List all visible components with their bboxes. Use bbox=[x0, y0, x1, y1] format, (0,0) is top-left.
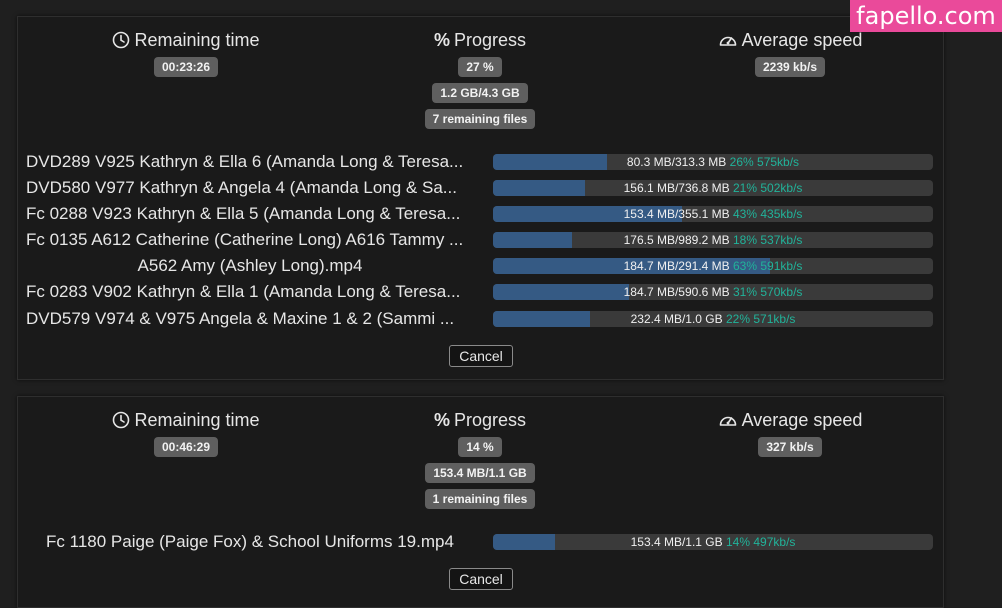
file-name: DVD580 V977 Kathryn & Angela 4 (Amanda L… bbox=[26, 178, 457, 197]
remaining-time-stat: Remaining time 00:46:29 bbox=[86, 409, 286, 457]
file-speed: 571kb/s bbox=[753, 312, 796, 326]
file-progress-bar: 156.1 MB/736.8 MB 21% 502kb/s bbox=[493, 180, 933, 196]
progress-stat: % Progress 27 % 1.2 GB/4.3 GB 7 remainin… bbox=[380, 29, 580, 129]
speedometer-icon bbox=[718, 31, 738, 49]
file-speed: 537kb/s bbox=[760, 233, 803, 247]
remaining-files: 1 remaining files bbox=[424, 489, 536, 509]
progress-label: Progress bbox=[453, 409, 527, 430]
remaining-time-stat: Remaining time 00:23:26 bbox=[86, 29, 286, 77]
file-row: Fc 0135 A612 Catherine (Catherine Long) … bbox=[18, 229, 943, 251]
file-name: Fc 0288 V923 Kathryn & Ella 5 (Amanda Lo… bbox=[26, 204, 461, 223]
progress-label: Progress bbox=[453, 29, 527, 50]
file-percent: 14% bbox=[726, 535, 751, 549]
file-row: A562 Amy (Ashley Long).mp4 184.7 MB/291.… bbox=[18, 255, 943, 277]
percent-icon: % bbox=[433, 29, 450, 50]
file-speed: 497kb/s bbox=[753, 535, 796, 549]
file-row: Fc 0283 V902 Kathryn & Ella 1 (Amanda Lo… bbox=[18, 281, 943, 303]
progress-percent: 14 % bbox=[458, 437, 502, 457]
clock-icon bbox=[112, 31, 130, 49]
file-progress-bar: 80.3 MB/313.3 MB 26% 575kb/s bbox=[493, 154, 933, 170]
file-row: Fc 1180 Paige (Paige Fox) & School Unifo… bbox=[18, 531, 943, 553]
file-name: Fc 1180 Paige (Paige Fox) & School Unifo… bbox=[46, 532, 454, 551]
file-progress-fill bbox=[493, 534, 555, 550]
file-progress-fill bbox=[493, 258, 771, 274]
file-size: 184.7 MB/291.4 MB bbox=[623, 259, 730, 273]
file-size: 232.4 MB/1.0 GB bbox=[630, 312, 723, 326]
file-progress-fill bbox=[493, 232, 573, 248]
cancel-button[interactable]: Cancel bbox=[449, 345, 513, 367]
percent-icon: % bbox=[433, 409, 450, 430]
average-speed-label: Average speed bbox=[741, 29, 863, 50]
progress-percent: 27 % bbox=[458, 57, 502, 77]
file-percent: 18% bbox=[733, 233, 758, 247]
file-progress-bar: 184.7 MB/291.4 MB 63% 591kb/s bbox=[493, 258, 933, 274]
remaining-time-label: Remaining time bbox=[134, 409, 260, 430]
file-size: 80.3 MB/313.3 MB bbox=[626, 155, 727, 169]
file-name: Fc 0283 V902 Kathryn & Ella 1 (Amanda Lo… bbox=[26, 282, 461, 301]
average-speed-stat: Average speed 2239 kb/s bbox=[690, 29, 890, 77]
file-progress-fill bbox=[493, 154, 608, 170]
file-name: DVD289 V925 Kathryn & Ella 6 (Amanda Lon… bbox=[26, 152, 464, 171]
file-size: 153.4 MB/1.1 GB bbox=[630, 535, 723, 549]
remaining-files: 7 remaining files bbox=[424, 109, 536, 129]
file-progress-fill bbox=[493, 206, 683, 222]
file-percent: 22% bbox=[726, 312, 751, 326]
file-size: 156.1 MB/736.8 MB bbox=[623, 181, 730, 195]
file-progress-fill bbox=[493, 284, 630, 300]
average-speed-label: Average speed bbox=[741, 409, 863, 430]
file-progress-bar: 153.4 MB/1.1 GB 14% 497kb/s bbox=[493, 534, 933, 550]
file-speed: 575kb/s bbox=[757, 155, 800, 169]
file-size: 184.7 MB/590.6 MB bbox=[623, 285, 730, 299]
file-speed: 570kb/s bbox=[760, 285, 803, 299]
download-panel-1: Remaining time 00:23:26 % Progress 27 % … bbox=[17, 16, 944, 380]
download-panel-2: Remaining time 00:46:29 % Progress 14 % … bbox=[17, 396, 944, 608]
file-percent: 21% bbox=[733, 181, 758, 195]
file-size: 176.5 MB/989.2 MB bbox=[623, 233, 730, 247]
file-name: A562 Amy (Ashley Long).mp4 bbox=[137, 256, 363, 275]
file-name: DVD579 V974 & V975 Angela & Maxine 1 & 2… bbox=[26, 309, 455, 328]
clock-icon bbox=[112, 411, 130, 429]
file-percent: 31% bbox=[733, 285, 758, 299]
file-speed: 591kb/s bbox=[760, 259, 803, 273]
average-speed-value: 327 kb/s bbox=[758, 437, 822, 457]
remaining-time-value: 00:23:26 bbox=[153, 57, 219, 77]
file-row: DVD579 V974 & V975 Angela & Maxine 1 & 2… bbox=[18, 308, 943, 330]
remaining-time-value: 00:46:29 bbox=[153, 437, 219, 457]
file-row: DVD289 V925 Kathryn & Ella 6 (Amanda Lon… bbox=[18, 151, 943, 173]
file-name: Fc 0135 A612 Catherine (Catherine Long) … bbox=[26, 230, 464, 249]
file-progress-bar: 184.7 MB/590.6 MB 31% 570kb/s bbox=[493, 284, 933, 300]
file-progress-bar: 232.4 MB/1.0 GB 22% 571kb/s bbox=[493, 311, 933, 327]
file-progress-bar: 176.5 MB/989.2 MB 18% 537kb/s bbox=[493, 232, 933, 248]
progress-stat: % Progress 14 % 153.4 MB/1.1 GB 1 remain… bbox=[380, 409, 580, 509]
file-progress-fill bbox=[493, 180, 586, 196]
remaining-time-label: Remaining time bbox=[134, 29, 260, 50]
file-percent: 43% bbox=[733, 207, 758, 221]
file-row: Fc 0288 V923 Kathryn & Ella 5 (Amanda Lo… bbox=[18, 203, 943, 225]
file-percent: 26% bbox=[729, 155, 754, 169]
watermark-logo: fapello.com bbox=[850, 0, 1002, 32]
speedometer-icon bbox=[718, 411, 738, 429]
progress-size: 1.2 GB/4.3 GB bbox=[432, 83, 528, 103]
file-size: 153.4 MB/355.1 MB bbox=[623, 207, 730, 221]
file-percent: 63% bbox=[733, 259, 758, 273]
file-row: DVD580 V977 Kathryn & Angela 4 (Amanda L… bbox=[18, 177, 943, 199]
average-speed-value: 2239 kb/s bbox=[754, 57, 826, 77]
average-speed-stat: Average speed 327 kb/s bbox=[690, 409, 890, 457]
file-speed: 435kb/s bbox=[760, 207, 803, 221]
file-progress-bar: 153.4 MB/355.1 MB 43% 435kb/s bbox=[493, 206, 933, 222]
file-progress-fill bbox=[493, 311, 590, 327]
file-speed: 502kb/s bbox=[760, 181, 803, 195]
cancel-button[interactable]: Cancel bbox=[449, 568, 513, 590]
progress-size: 153.4 MB/1.1 GB bbox=[425, 463, 535, 483]
